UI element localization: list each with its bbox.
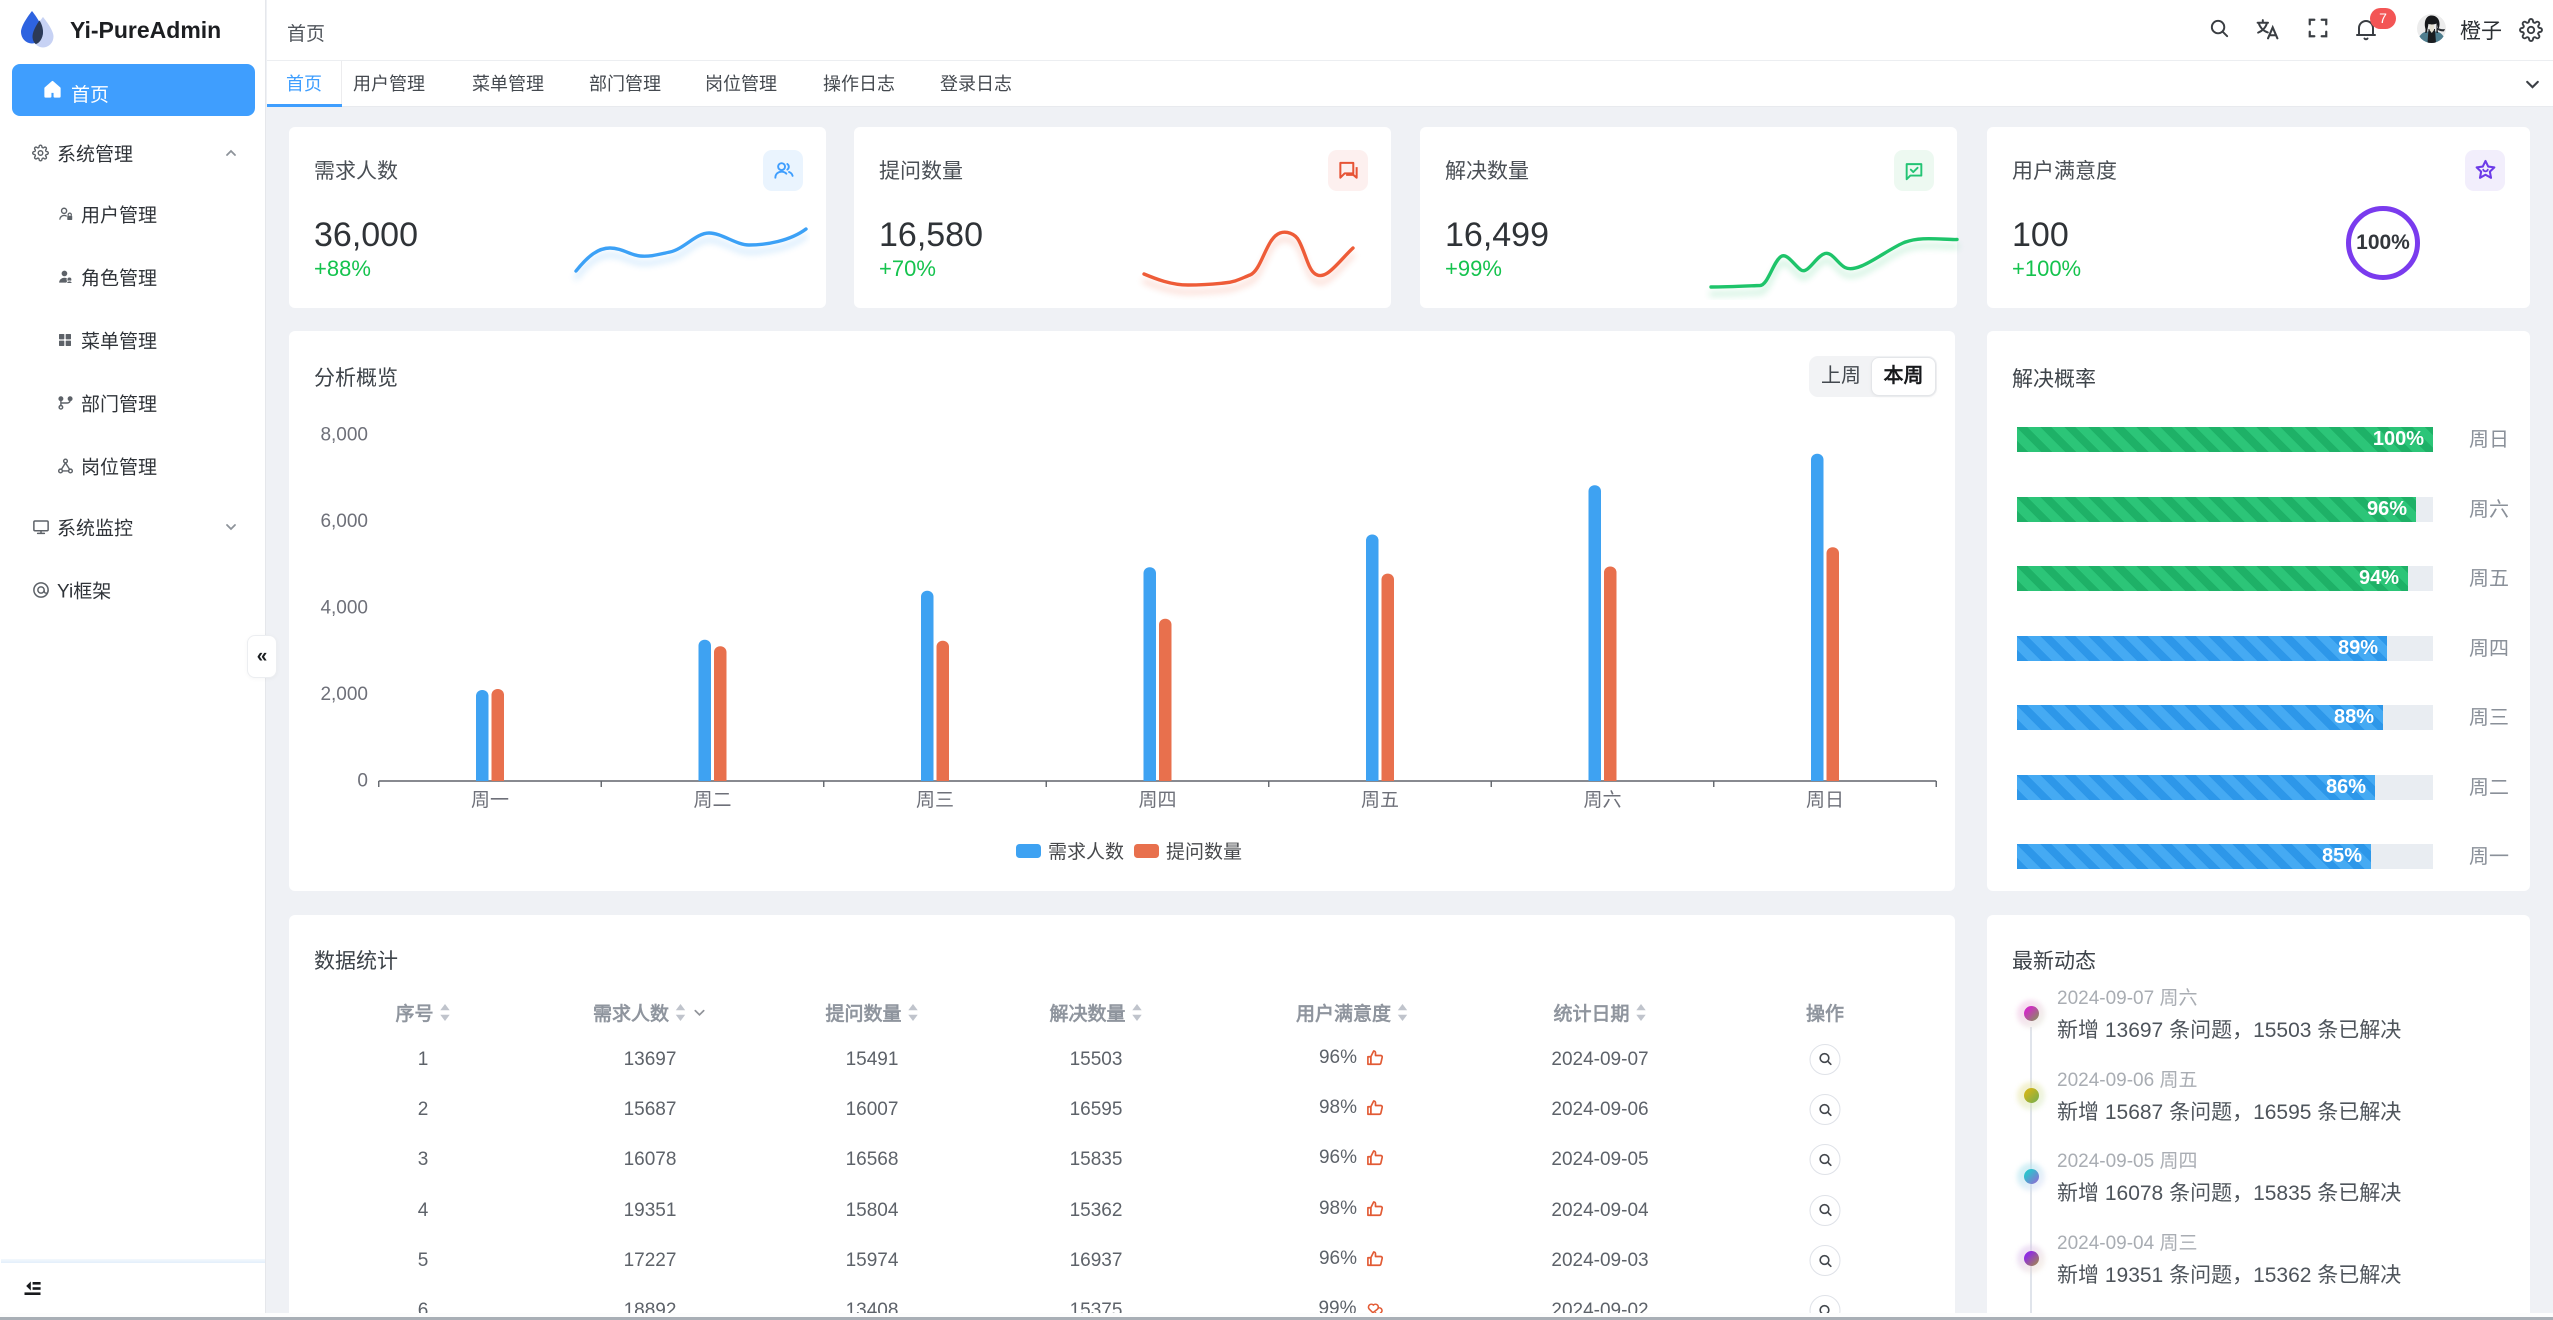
svg-text:周五: 周五 xyxy=(1361,790,1399,811)
svg-text:0: 0 xyxy=(357,771,368,792)
svg-text:周日: 周日 xyxy=(1806,790,1844,811)
svg-text:提问数量: 提问数量 xyxy=(1166,841,1242,863)
svg-text:周六: 周六 xyxy=(1583,789,1621,811)
svg-text:2,000: 2,000 xyxy=(320,684,368,705)
svg-text:需求人数: 需求人数 xyxy=(1048,841,1124,863)
svg-text:6,000: 6,000 xyxy=(320,511,368,532)
svg-text:周三: 周三 xyxy=(916,790,954,811)
svg-text:周二: 周二 xyxy=(693,790,731,811)
svg-text:周四: 周四 xyxy=(1138,790,1176,811)
svg-text:4,000: 4,000 xyxy=(320,598,368,619)
svg-text:8,000: 8,000 xyxy=(320,425,368,446)
svg-text:周一: 周一 xyxy=(471,790,509,811)
